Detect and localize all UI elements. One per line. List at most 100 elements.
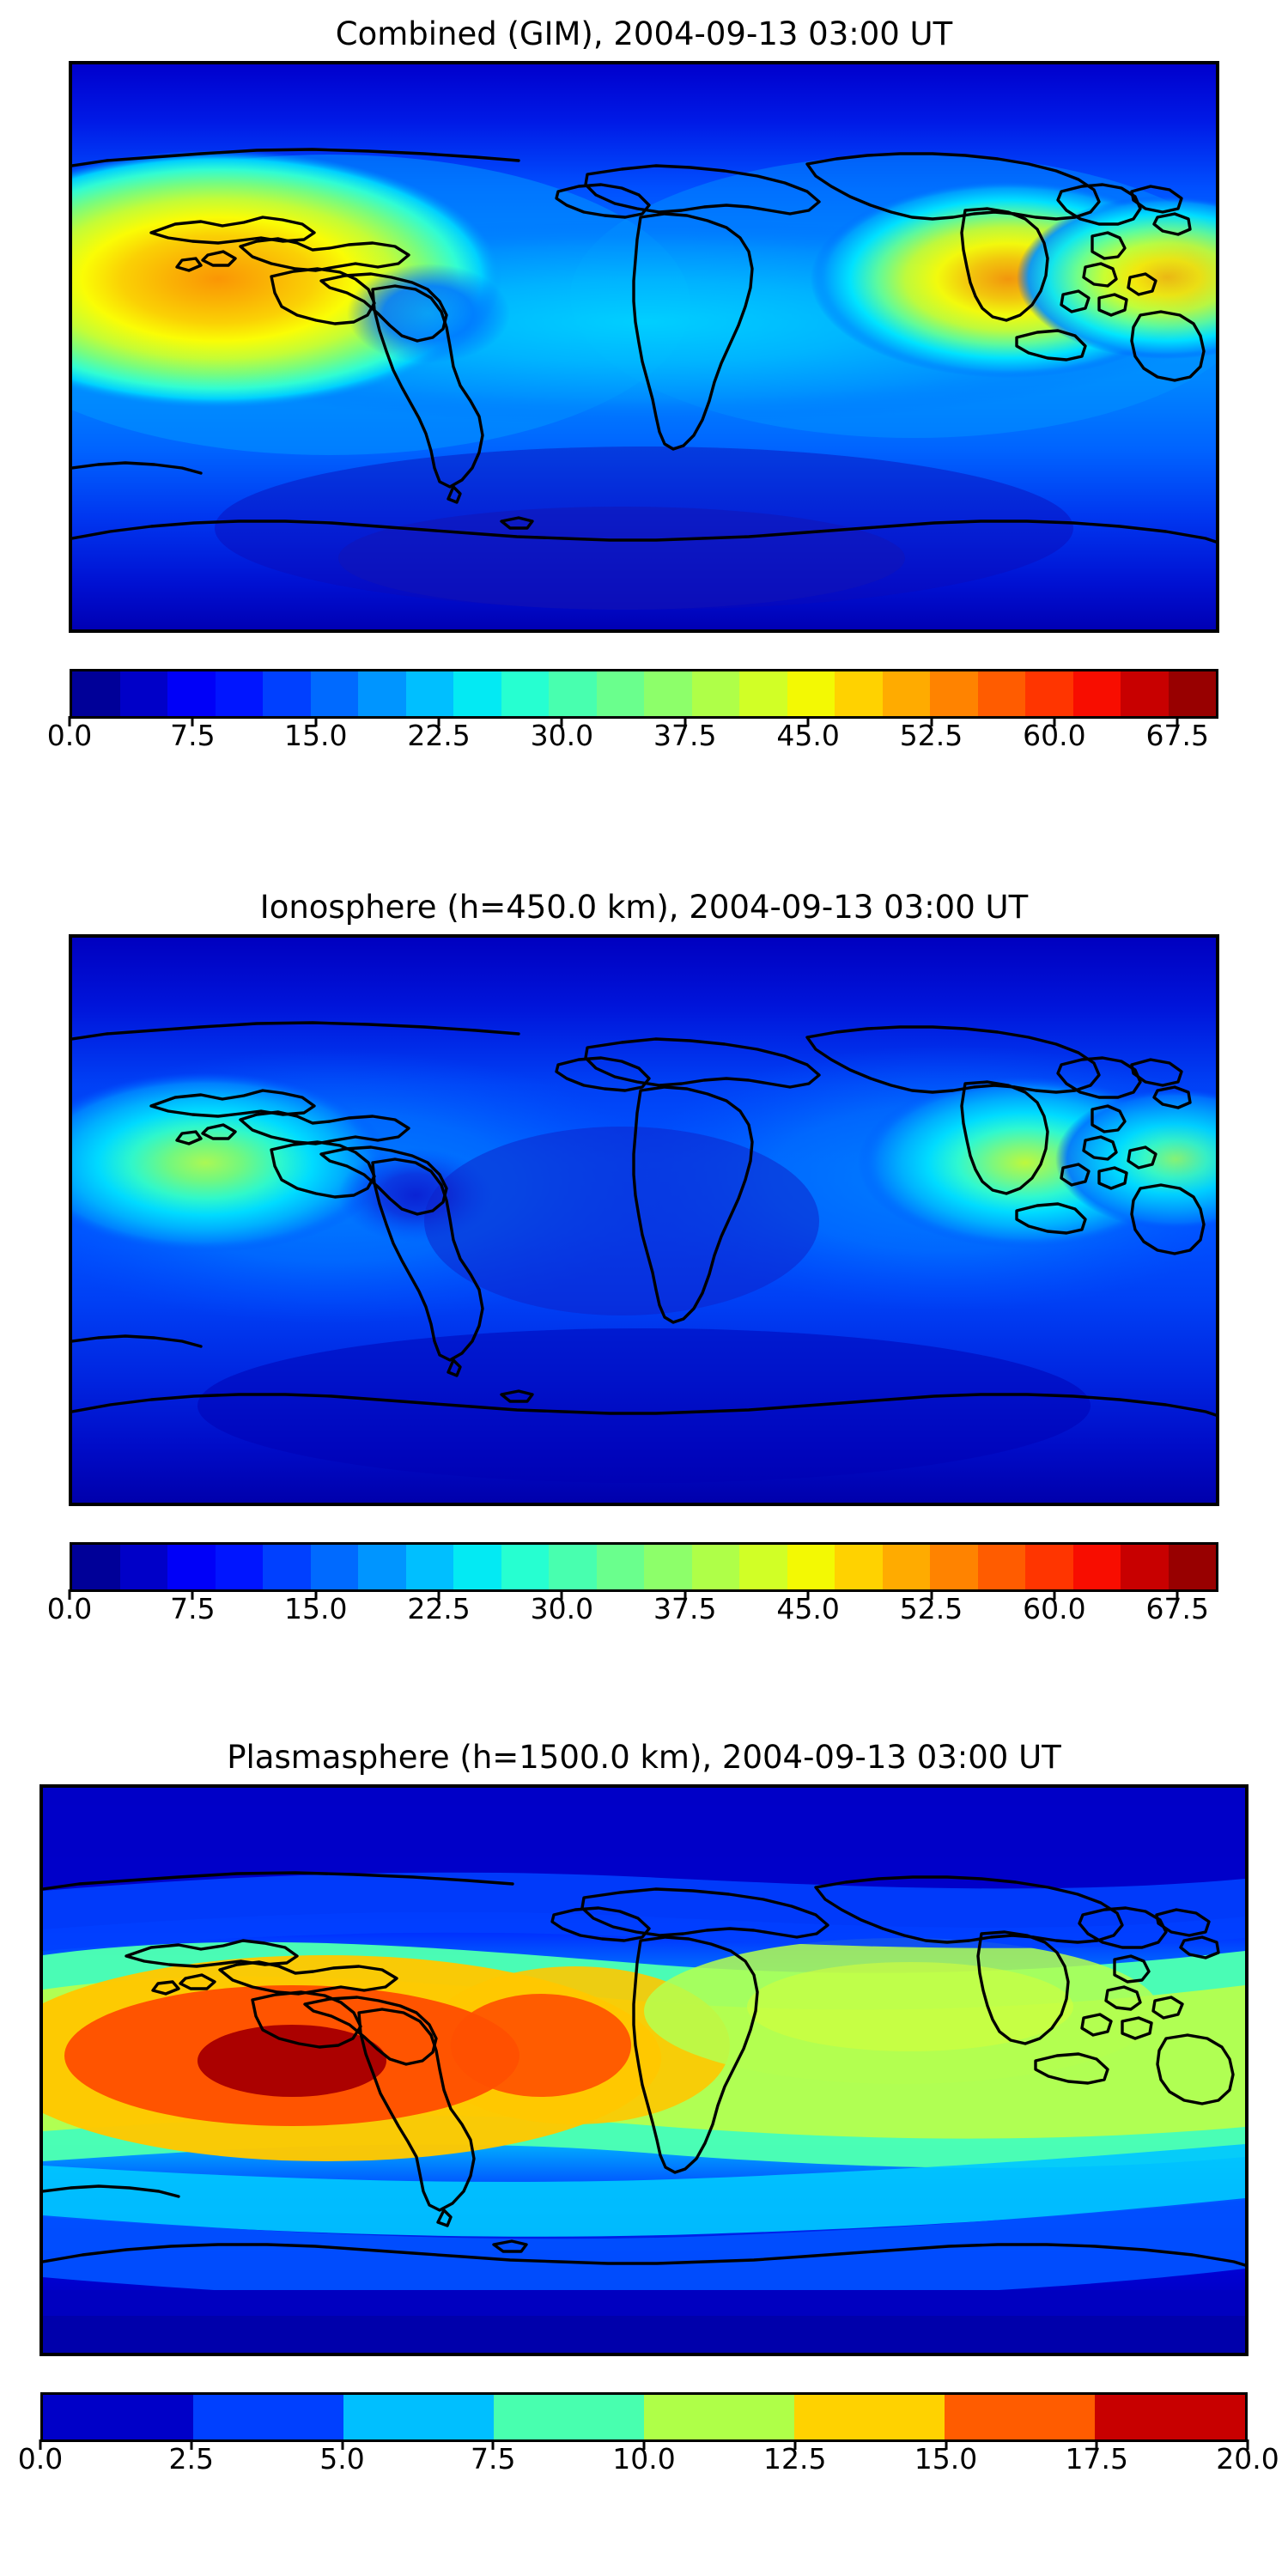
- colorbar-tickmark: [683, 1589, 687, 1600]
- colorbar-band: [691, 671, 739, 716]
- colorbar-ticklabels-plasmasphere: 0.0 2.5 5.0 7.5 10.0 12.5 15.0 17.5 20.0: [18, 2439, 1279, 2487]
- colorbar-band: [72, 1545, 120, 1589]
- map-plasmasphere: [39, 1784, 1249, 2356]
- colorbar-tickmark: [560, 716, 563, 726]
- colorbar-plasmasphere: 0.0 2.5 5.0 7.5 10.0 12.5 15.0 17.5 20.0: [18, 2392, 1279, 2487]
- colorbar-tick-label: 37.5: [653, 1592, 717, 1625]
- colorbar-tickmark: [930, 716, 933, 726]
- colorbar-band: [882, 671, 930, 716]
- colorbar-tickmark: [806, 1589, 810, 1600]
- colorbar-tick-label: 30.0: [530, 1592, 594, 1625]
- colorbar-tickmark: [1053, 1589, 1056, 1600]
- colorbar-tickmark: [437, 1589, 440, 1600]
- colorbar-tick-label: 20.0: [1216, 2442, 1279, 2476]
- colorbar-tick-label: 60.0: [1023, 719, 1086, 752]
- colorbar-band: [930, 671, 978, 716]
- colorbar-band: [453, 671, 501, 716]
- colorbar-tick-label: 0.0: [17, 2442, 64, 2476]
- colorbar-tick-label: 17.5: [1065, 2442, 1128, 2476]
- map-ionosphere: [69, 934, 1219, 1506]
- colorbar-band: [263, 671, 311, 716]
- colorbar-band: [644, 671, 692, 716]
- contour-field-ionosphere: [72, 938, 1216, 1503]
- colorbar-tickmark: [1053, 716, 1056, 726]
- colorbar-tickmark: [683, 716, 687, 726]
- colorbar-band: [215, 671, 263, 716]
- colorbar-band: [310, 1545, 358, 1589]
- map-combined-gim: [69, 61, 1219, 633]
- colorbar-band: [644, 2395, 794, 2439]
- colorbar-tickmark: [39, 2439, 42, 2450]
- colorbar-band: [1121, 1545, 1169, 1589]
- colorbar-band: [310, 671, 358, 716]
- map-canvas-combined-gim: [72, 64, 1216, 629]
- colorbar-band: [405, 671, 453, 716]
- colorbar-tick-label: 52.5: [899, 1592, 963, 1625]
- colorbar-tick-label: 30.0: [530, 719, 594, 752]
- colorbar-gradient-ionosphere: [70, 1542, 1218, 1592]
- colorbar-band: [787, 1545, 835, 1589]
- colorbar-band: [1121, 671, 1169, 716]
- colorbar-tick-label: 7.5: [170, 1592, 216, 1625]
- colorbar-band: [644, 1545, 692, 1589]
- colorbar-tickmark: [68, 1589, 71, 1600]
- colorbar-ticklabels-ionosphere: 0.0 7.5 15.0 22.5 30.0 37.5 45.0 52.5 60.0 67.5: [47, 1589, 1218, 1637]
- colorbar-ionosphere: 0.0 7.5 15.0 22.5 30.0 37.5 45.0 52.5 60.0 67.5: [47, 1542, 1218, 1637]
- colorbar-band: [263, 1545, 311, 1589]
- colorbar-tick-label: 45.0: [776, 719, 840, 752]
- colorbar-tickmark: [930, 1589, 933, 1600]
- colorbar-band: [596, 671, 644, 716]
- colorbar-band: [691, 1545, 739, 1589]
- colorbar-band: [358, 671, 406, 716]
- colorbar-tickmark: [1176, 1589, 1179, 1600]
- colorbar-band: [119, 1545, 167, 1589]
- colorbar-band: [835, 1545, 883, 1589]
- colorbar-ticklabels-combined-gim: 0.0 7.5 15.0 22.5 30.0 37.5 45.0 52.5 60.0 67.5: [47, 716, 1218, 763]
- colorbar-band: [215, 1545, 263, 1589]
- colorbar-tick-label: 45.0: [776, 1592, 840, 1625]
- colorbar-tick-label: 7.5: [471, 2442, 516, 2476]
- colorbar-band: [1025, 1545, 1073, 1589]
- colorbar-tick-label: 52.5: [899, 719, 963, 752]
- colorbar-band: [1025, 671, 1073, 716]
- colorbar-band: [1168, 671, 1216, 716]
- colorbar-tickmark: [191, 1589, 194, 1600]
- colorbar-tick-label: 67.5: [1145, 1592, 1209, 1625]
- colorbar-tickmark: [491, 2439, 495, 2450]
- colorbar-band: [930, 1545, 978, 1589]
- colorbar-band: [119, 671, 167, 716]
- colorbar-tickmark: [793, 2439, 797, 2450]
- colorbar-band: [405, 1545, 453, 1589]
- colorbar-band: [501, 1545, 549, 1589]
- colorbar-band: [193, 2395, 343, 2439]
- colorbar-band: [343, 2395, 494, 2439]
- colorbar-tickmark: [341, 2439, 343, 2450]
- colorbar-gradient-combined-gim: [70, 669, 1218, 719]
- colorbar-tickmark: [191, 716, 194, 726]
- colorbar-band: [882, 1545, 930, 1589]
- colorbar-band: [167, 671, 216, 716]
- panel-title-ionosphere: Ionosphere (h=450.0 km), 2004-09-13 03:0…: [259, 889, 1029, 926]
- colorbar-tick-label: 5.0: [319, 2442, 365, 2476]
- colorbar-band: [596, 1545, 644, 1589]
- colorbar-tick-label: 12.5: [763, 2442, 827, 2476]
- colorbar-band: [453, 1545, 501, 1589]
- panel-ionosphere: Ionosphere (h=450.0 km), 2004-09-13 03:0…: [0, 889, 1288, 1637]
- colorbar-tickmark: [1246, 2439, 1249, 2450]
- colorbar-tick-label: 67.5: [1145, 719, 1209, 752]
- colorbar-band: [72, 671, 120, 716]
- colorbar-tickmark: [945, 2439, 947, 2450]
- colorbar-tick-label: 15.0: [283, 1592, 348, 1625]
- colorbar-tickmark: [314, 716, 318, 726]
- panel-title-combined-gim: Combined (GIM), 2004-09-13 03:00 UT: [335, 15, 953, 52]
- colorbar-tick-label: 2.5: [168, 2442, 214, 2476]
- map-canvas-ionosphere: [72, 938, 1216, 1503]
- colorbar-tickmark: [560, 1589, 563, 1600]
- coastlines-ionosphere: [72, 1021, 1216, 1417]
- colorbar-band: [977, 671, 1025, 716]
- colorbar-band: [549, 671, 597, 716]
- colorbar-tickmark: [642, 2439, 646, 2450]
- colorbar-band: [43, 2395, 193, 2439]
- panel-combined-gim: Combined (GIM), 2004-09-13 03:00 UT: [0, 15, 1288, 763]
